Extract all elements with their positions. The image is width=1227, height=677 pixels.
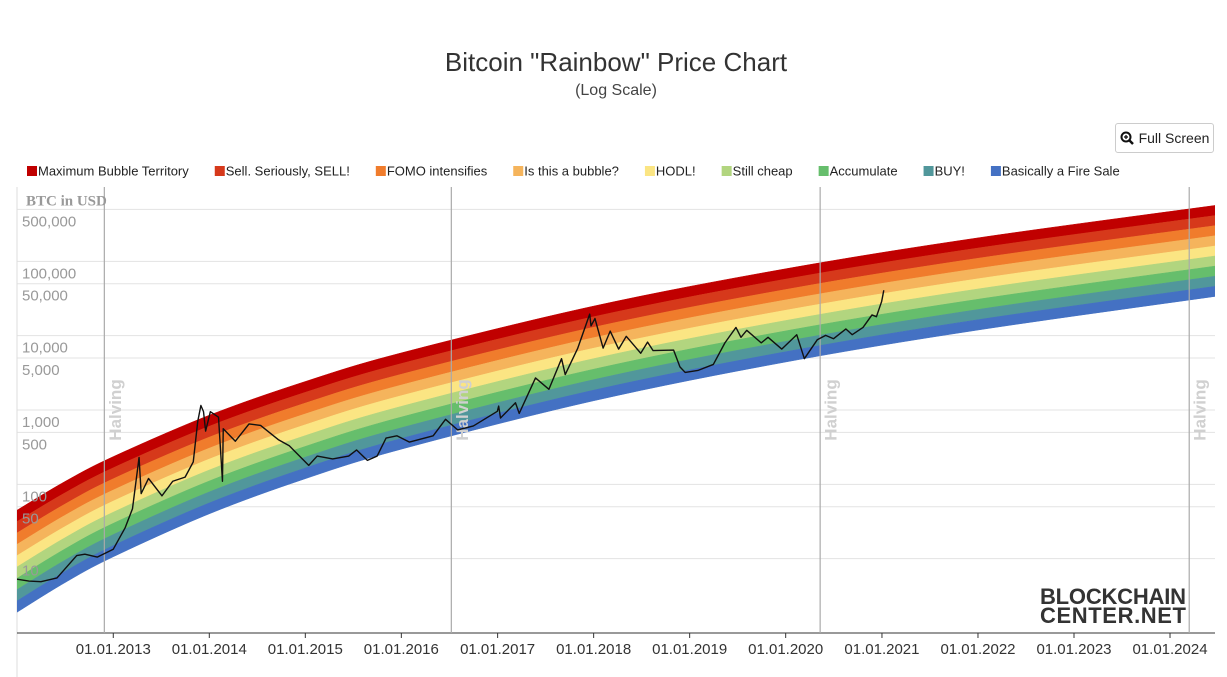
halving-label: Halving [1191,379,1210,440]
price-line [17,290,885,583]
legend-swatch [818,166,829,176]
legend-label: Accumulate [830,163,898,178]
legend-label: Is this a bubble? [524,163,619,178]
y-tick-label: 500 [22,436,47,453]
labels: 10 50 100 500 1,000 5,000 10,000 50,000 100,000 5… [22,213,1208,658]
legend-swatch [27,166,37,176]
legend-label: Maximum Bubble Territory [38,163,189,178]
y-axis-label: BTC in USD [26,193,107,209]
y-tick-label: 5,000 [22,362,60,379]
x-tick-label: 01.01.2014 [172,641,247,658]
halving-label: Halving [822,379,841,440]
x-tick-label: 01.01.2023 [1036,641,1111,658]
y-tick-label: 50,000 [22,288,68,305]
y-tick-label: 10 [22,563,39,580]
legend-label: BUY! [935,163,965,178]
legend-label: FOMO intensifies [387,163,488,178]
watermark: CENTER.NET [1040,603,1187,628]
legend-label: Basically a Fire Sale [1002,163,1120,178]
y-tick-label: 500,000 [22,213,76,230]
chart-subtitle: (Log Scale) [575,82,657,99]
legend-swatch [375,166,386,176]
legend-swatch [721,166,732,176]
rainbow-band [17,286,1215,613]
legend: Maximum Bubble Territory Sell. Seriously,… [27,163,1120,178]
y-tick-label: 10,000 [22,340,68,357]
x-tick-label: 01.01.2013 [76,641,151,658]
watermark: BLOCKCHAIN [1040,584,1186,609]
halving-label: Halving [106,379,125,440]
legend-label: Still cheap [733,163,793,178]
x-tick-label: 01.01.2024 [1132,641,1207,658]
legend-swatch [990,166,1001,176]
legend-swatch [513,166,524,176]
x-tick-label: 01.01.2018 [556,641,631,658]
full-screen-button[interactable]: Full Screen [1115,123,1214,153]
legend-label: HODL! [656,163,696,178]
y-tick-label: 1,000 [22,414,60,431]
rainbow-bands [17,205,1215,613]
x-tick-label: 01.01.2021 [844,641,919,658]
x-tick-label: 01.01.2022 [940,641,1015,658]
legend-label: Sell. Seriously, SELL! [226,163,350,178]
x-tick-label: 01.01.2017 [460,641,535,658]
y-tick-label: 100,000 [22,265,76,282]
halvings: Halving Halving Halving Halving [103,187,1210,633]
x-tick-label: 01.01.2019 [652,641,727,658]
x-tick-label: 01.01.2015 [268,641,343,658]
y-tick-label: 50 [22,511,39,528]
price-layer [17,290,885,583]
zoom-icon [1120,131,1134,145]
legend-swatch [923,166,934,176]
chart-title: Bitcoin "Rainbow" Price Chart [445,47,788,77]
y-tick-label: 100 [22,488,47,505]
legend-swatch [644,166,655,176]
halving-label: Halving [453,379,472,440]
x-tick-label: 01.01.2020 [748,641,823,658]
x-tick-label: 01.01.2016 [364,641,439,658]
legend-swatch [214,166,225,176]
button-label: Full Screen [1138,130,1210,146]
